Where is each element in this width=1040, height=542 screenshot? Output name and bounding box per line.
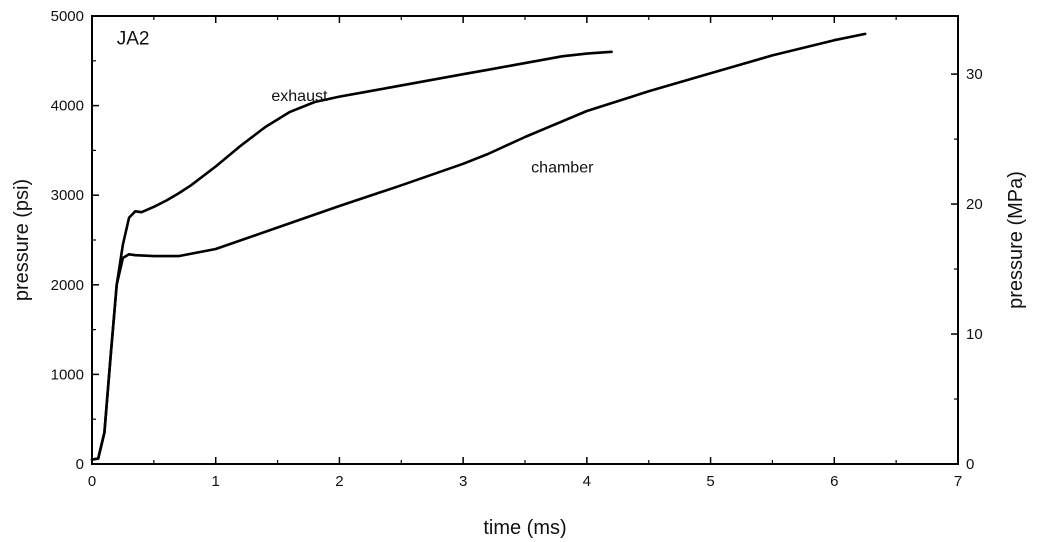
x-tick-label: 7	[954, 473, 962, 490]
series-line-exhaust	[90, 50, 613, 461]
x-tick-label: 3	[459, 473, 467, 490]
x-axis-title: time (ms)	[483, 517, 566, 539]
y-tick-label: 0	[76, 456, 84, 473]
plot-area-frame	[91, 15, 959, 465]
y2-axis-title: pressure (MPa)	[1005, 171, 1027, 309]
y-tick-label: 5000	[51, 8, 84, 25]
x-tick-label: 5	[706, 473, 714, 490]
annotation-exhaust: exhaust	[271, 88, 328, 105]
series-line-chamber	[90, 32, 867, 461]
y-tick-label: 4000	[51, 98, 84, 115]
y-tick-label: 1000	[51, 366, 84, 383]
y2-tick-label: 30	[966, 66, 983, 83]
x-tick-label: 0	[88, 473, 96, 490]
y-axis-title: pressure (psi)	[11, 179, 33, 301]
x-tick-label: 1	[212, 473, 220, 490]
annotation-JA2: JA2	[117, 28, 150, 49]
x-tick-label: 4	[583, 473, 591, 490]
y2-tick-label: 20	[966, 196, 983, 213]
y2-tick-label: 10	[966, 326, 983, 343]
x-tick-label: 2	[335, 473, 343, 490]
y-tick-label: 3000	[51, 187, 84, 204]
y-tick-label: 2000	[51, 277, 84, 294]
y2-tick-label: 0	[966, 456, 974, 473]
x-tick-label: 6	[830, 473, 838, 490]
annotation-chamber: chamber	[531, 160, 594, 177]
